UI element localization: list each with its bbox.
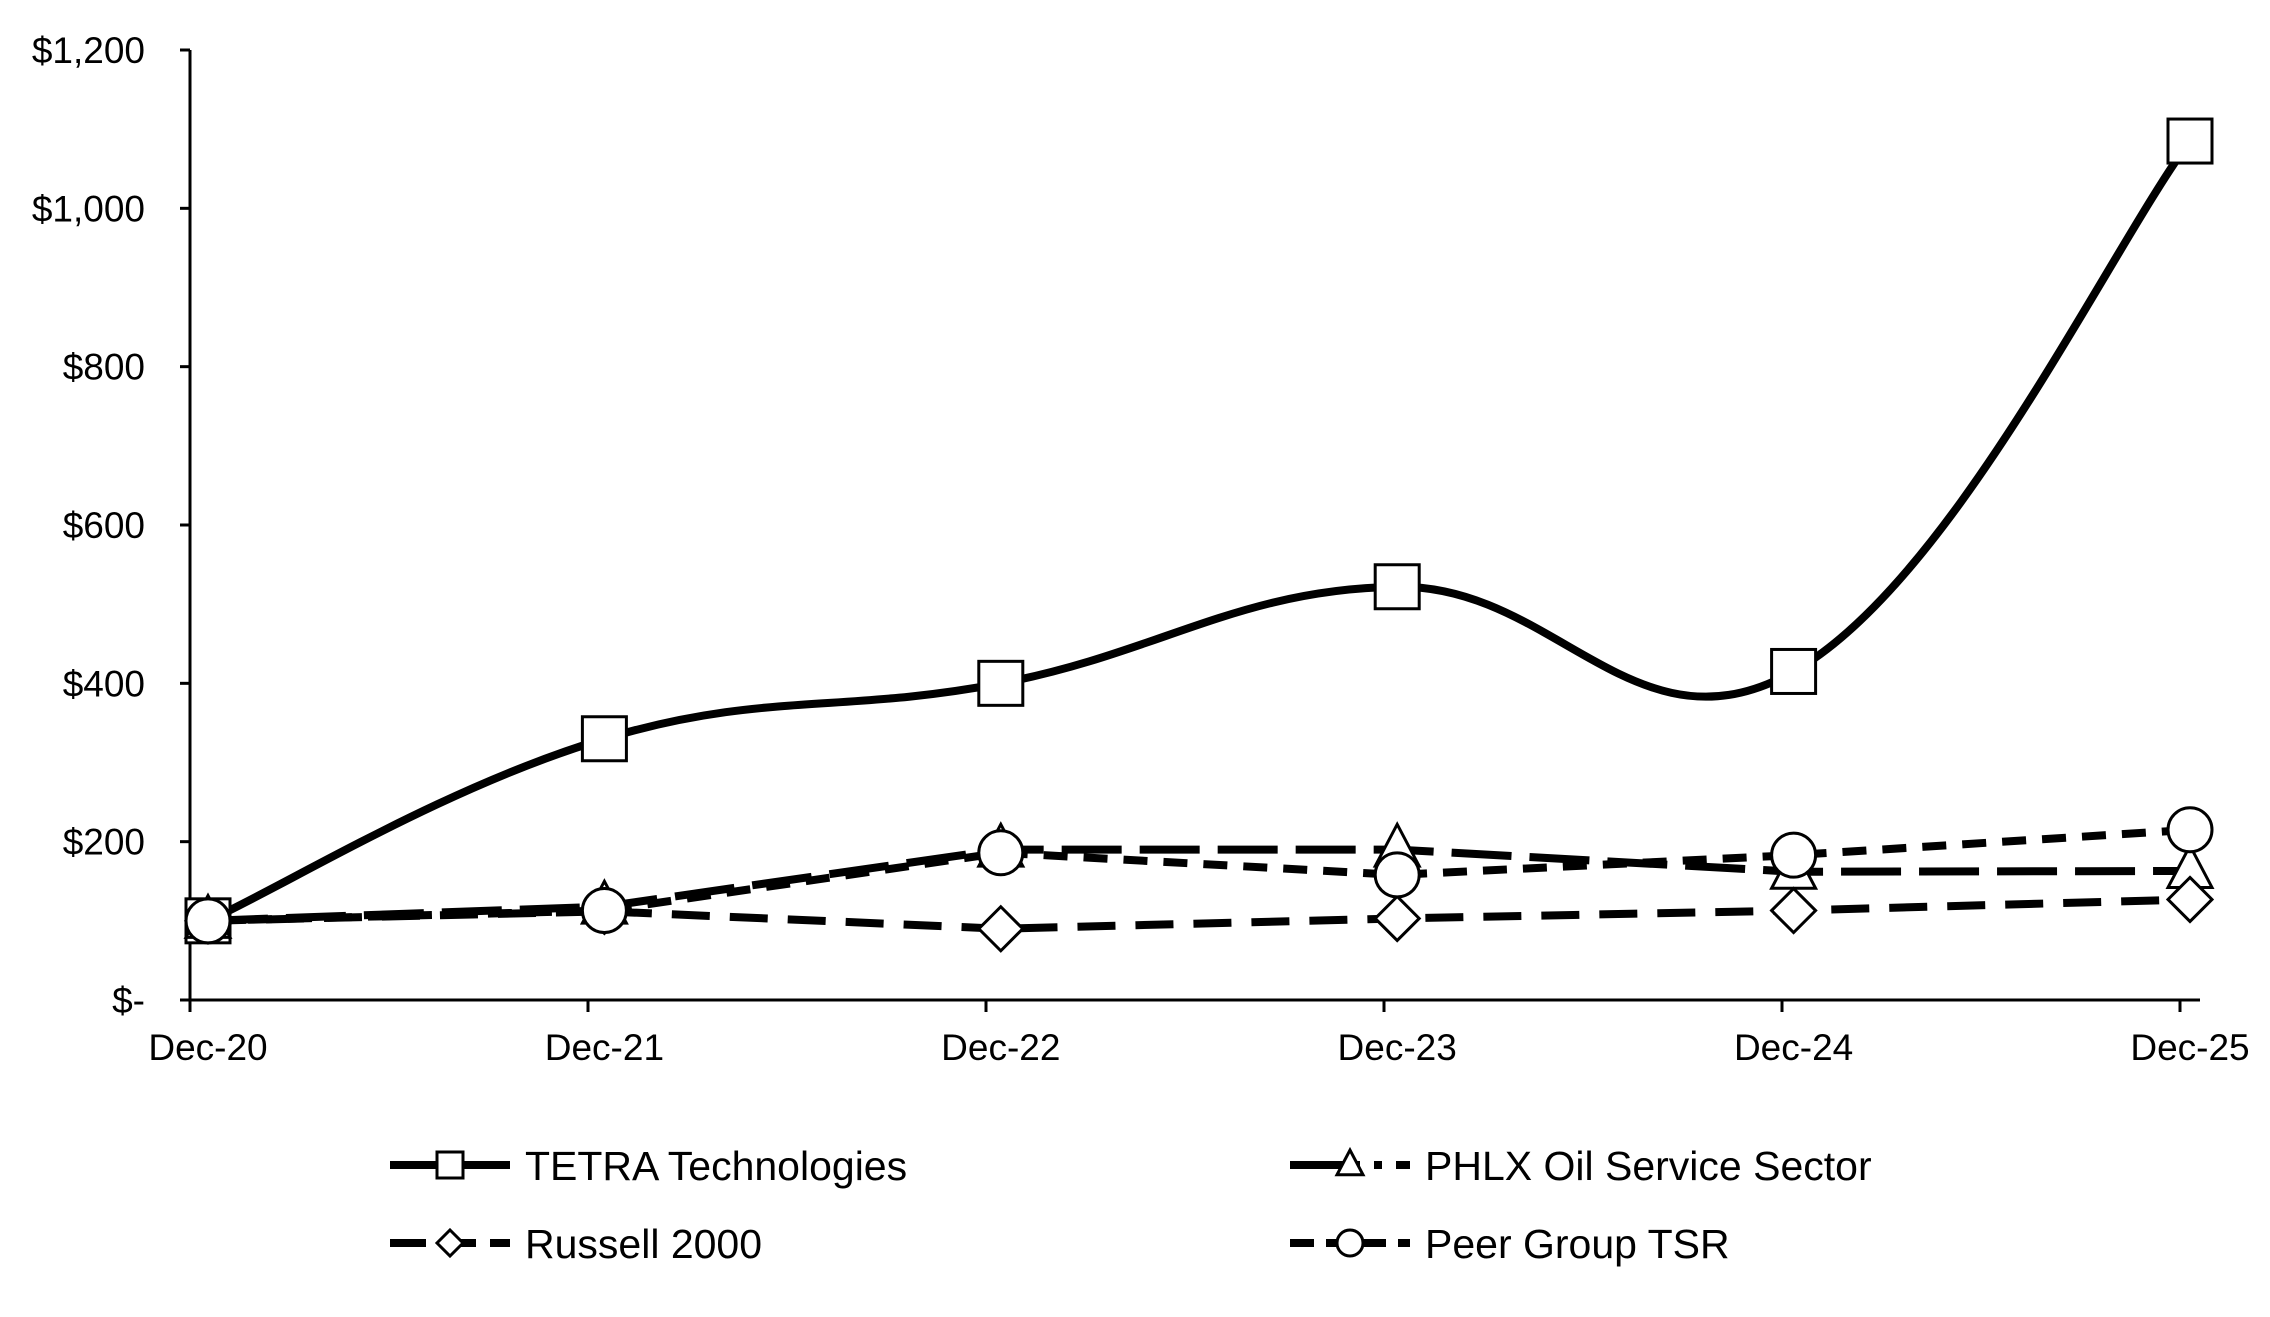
y-tick-label: $1,000 [32, 188, 145, 229]
point-peer-group-tsr-dec-24 [1770, 831, 1818, 879]
point-russell-2000-dec-25 [2165, 875, 2215, 924]
y-tick-label: $800 [63, 347, 145, 388]
point-tetra-technologies-dec-24 [1770, 647, 1818, 695]
point-tetra-technologies-dec-22 [977, 659, 1025, 707]
legend-label-peer-group-tsr: Peer Group TSR [1425, 1221, 1730, 1267]
legend-marker-peer-group-tsr [1335, 1228, 1365, 1258]
point-peer-group-tsr-dec-22 [977, 829, 1025, 877]
y-tick-label: $600 [63, 505, 145, 546]
legend-marker-tetra-technologies [435, 1150, 465, 1180]
legend-label-tetra-technologies: TETRA Technologies [525, 1143, 907, 1189]
x-tick-label: Dec-23 [1338, 1027, 1457, 1068]
x-tick-label: Dec-24 [1734, 1027, 1853, 1068]
point-peer-group-tsr-dec-21 [580, 887, 628, 935]
series-line-phlx-oil-service-sector [207, 845, 2191, 925]
point-tetra-technologies-dec-23 [1373, 563, 1421, 611]
y-tick-label: $- [112, 980, 145, 1021]
legend-marker-phlx-oil-service-sector [1334, 1146, 1366, 1177]
legend-label-phlx-oil-service-sector: PHLX Oil Service Sector [1425, 1143, 1872, 1189]
series-lines [206, 138, 2194, 933]
x-tick-label: Dec-25 [2130, 1027, 2249, 1068]
legend-item-tetra-technologies: TETRA Technologies [390, 1143, 907, 1189]
point-russell-2000-dec-24 [1769, 886, 1818, 935]
legend-item-peer-group-tsr: Peer Group TSR [1290, 1221, 1730, 1267]
y-tick-label: $400 [63, 663, 145, 704]
legend-item-russell-2000: Russell 2000 [390, 1221, 762, 1267]
point-tetra-technologies-dec-25 [2166, 117, 2214, 165]
legend-label-russell-2000: Russell 2000 [525, 1221, 762, 1267]
point-russell-2000-dec-22 [976, 904, 1025, 953]
series-line-tetra-technologies [206, 138, 2194, 925]
legend-item-phlx-oil-service-sector: PHLX Oil Service Sector [1290, 1143, 1872, 1189]
point-peer-group-tsr-dec-25 [2166, 806, 2214, 854]
x-tick-label: Dec-22 [941, 1027, 1060, 1068]
point-tetra-technologies-dec-21 [580, 715, 628, 763]
chart-axes: $- $200 $400 $600 $800 $1,000 $1,200 Dec-20 Dec-… [32, 30, 2250, 1068]
point-peer-group-tsr-dec-20 [184, 897, 232, 945]
series-line-russell-2000 [207, 895, 2191, 933]
chart-legend: TETRA Technologies PHLX Oil Service Secto… [390, 1143, 1872, 1267]
legend-marker-russell-2000 [434, 1227, 466, 1259]
x-tick-label: Dec-21 [545, 1027, 664, 1068]
y-tick-label: $1,200 [32, 30, 145, 71]
point-peer-group-tsr-dec-23 [1373, 851, 1421, 899]
x-tick-label: Dec-20 [148, 1027, 267, 1068]
y-tick-label: $200 [63, 822, 145, 863]
point-russell-2000-dec-23 [1373, 894, 1422, 943]
series-markers [183, 117, 2215, 953]
